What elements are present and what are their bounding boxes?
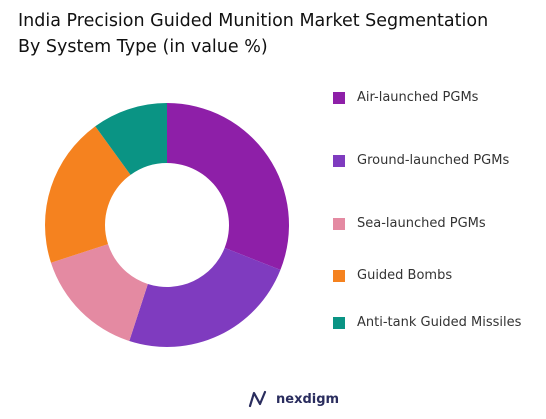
legend-item: Anti-tank Guided Missiles [333, 315, 521, 330]
legend-label: Air-launched PGMs [357, 90, 479, 105]
chart-title-line-2: By System Type (in value %) [18, 37, 268, 57]
legend-swatch [333, 269, 345, 282]
legend-label: Sea-launched PGMs [357, 216, 486, 231]
slice-anti-tank-guided-missiles [95, 103, 167, 175]
legend-swatch [333, 316, 345, 329]
legend-item: Air-launched PGMs [333, 90, 478, 105]
nexdigm-logo-icon [248, 390, 267, 408]
legend-swatch [333, 217, 345, 230]
legend-item: Ground-launched PGMs [333, 153, 509, 168]
slice-air-launched-pgms [167, 103, 289, 270]
brand-footer: nexdigm [248, 390, 339, 408]
slice-sea-launched-pgms [50, 244, 148, 342]
slice-ground-launched-pgms [129, 247, 281, 347]
legend-swatch [333, 154, 345, 167]
chart-title-line-1: India Precision Guided Munition Market S… [18, 11, 489, 31]
legend-item: Sea-launched PGMs [333, 216, 486, 231]
brand-name: nexdigm [276, 391, 340, 407]
chart-title: India Precision Guided Munition Market S… [18, 8, 546, 60]
legend-label: Ground-launched PGMs [357, 153, 510, 168]
slice-guided-bombs [45, 126, 131, 263]
legend-label: Anti-tank Guided Missiles [357, 315, 522, 330]
legend-item: Guided Bombs [333, 268, 452, 283]
legend-swatch [333, 91, 345, 104]
legend-label: Guided Bombs [357, 268, 453, 283]
